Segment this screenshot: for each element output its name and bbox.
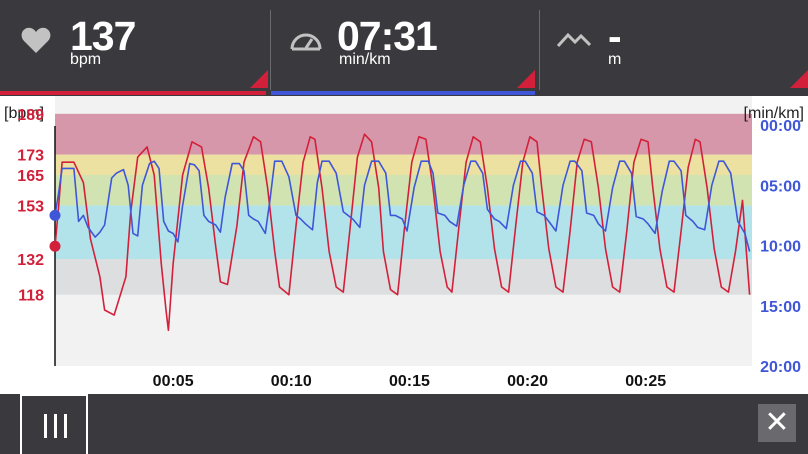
bpm-tick-label: 118 bbox=[18, 288, 44, 305]
bpm-tick-label: 173 bbox=[17, 148, 44, 165]
zone-max-band bbox=[55, 113, 752, 155]
pace-value: 07:31 bbox=[337, 13, 438, 59]
heart-rate-unit: bpm bbox=[70, 51, 102, 68]
bpm-tick-label: 153 bbox=[17, 199, 44, 216]
elevation-panel[interactable]: - m bbox=[540, 0, 808, 96]
bpm-tick-label: 189 bbox=[17, 107, 44, 124]
pace-tick-label: 20:00 bbox=[760, 359, 801, 376]
heart-rate-corner-marker bbox=[250, 70, 268, 88]
bpm-tick-label: 132 bbox=[17, 252, 44, 269]
metrics-header: 137 bpm 07:31 min/km - m bbox=[0, 0, 808, 96]
footer-bar: ✕ bbox=[0, 394, 808, 454]
pace-line bbox=[54, 160, 751, 252]
pace-tick-label: 15:00 bbox=[760, 299, 801, 316]
pace-unit: min/km bbox=[339, 51, 391, 68]
time-tick-label: 00:25 bbox=[625, 373, 666, 390]
workout-chart: [bpm] [min/km] 189 173 165 153 132 118 00:00 05:0… bbox=[0, 96, 808, 394]
right-axis-unit: [min/km] bbox=[744, 105, 804, 122]
header-divider bbox=[539, 10, 540, 90]
heart-rate-value: 137 bbox=[70, 13, 136, 59]
heart-rate-indicator-bar bbox=[0, 91, 266, 95]
elevation-value: - bbox=[608, 13, 622, 59]
speedometer-icon bbox=[290, 33, 322, 51]
pace-tick-label: 00:00 bbox=[760, 118, 801, 135]
workout-chart-svg: [bpm] [min/km] 189 173 165 153 132 118 00:00 05:0… bbox=[4, 96, 804, 390]
heart-rate-start-marker bbox=[49, 240, 61, 252]
pace-panel[interactable]: 07:31 min/km bbox=[271, 0, 539, 96]
mountain-icon bbox=[557, 32, 591, 48]
time-tick-label: 00:20 bbox=[507, 373, 548, 390]
time-tick-label: 00:15 bbox=[389, 373, 430, 390]
heart-rate-line bbox=[54, 133, 751, 332]
left-axis-unit: [bpm] bbox=[4, 105, 44, 122]
zone-very-light-band bbox=[55, 259, 752, 295]
heart-rate-panel[interactable]: 137 bpm bbox=[0, 0, 270, 96]
elevation-unit: m bbox=[608, 51, 622, 68]
pace-start-marker bbox=[49, 209, 61, 221]
menu-button[interactable] bbox=[20, 394, 88, 454]
pace-corner-marker bbox=[517, 70, 535, 88]
close-icon: ✕ bbox=[764, 406, 790, 439]
heart-icon bbox=[21, 27, 51, 53]
menu-icon bbox=[44, 414, 68, 438]
time-tick-label: 00:10 bbox=[271, 373, 312, 390]
bpm-tick-label: 165 bbox=[17, 168, 44, 185]
pace-tick-label: 05:00 bbox=[760, 178, 801, 195]
elevation-corner-marker bbox=[790, 70, 808, 88]
header-divider bbox=[270, 10, 271, 90]
close-button[interactable]: ✕ bbox=[758, 404, 796, 442]
pace-indicator-bar bbox=[271, 91, 535, 95]
zone-moderate-band bbox=[55, 174, 752, 206]
time-tick-label: 00:05 bbox=[153, 373, 194, 390]
pace-tick-label: 10:00 bbox=[760, 239, 801, 256]
